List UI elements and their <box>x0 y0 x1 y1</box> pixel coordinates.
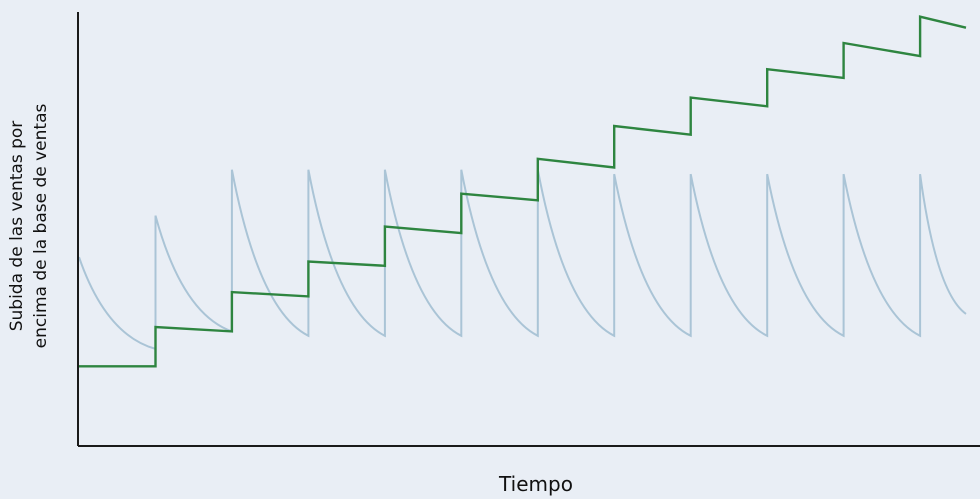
cumulative-lift-line <box>79 15 967 368</box>
y-axis-title-line-1: Subida de las ventas por <box>7 121 27 332</box>
x-axis-title: Tiempo <box>498 472 573 496</box>
y-axis-title-line-2: encima de la base de ventas <box>31 104 51 349</box>
periodic-campaign-line <box>78 169 967 351</box>
series-layer <box>78 15 967 368</box>
